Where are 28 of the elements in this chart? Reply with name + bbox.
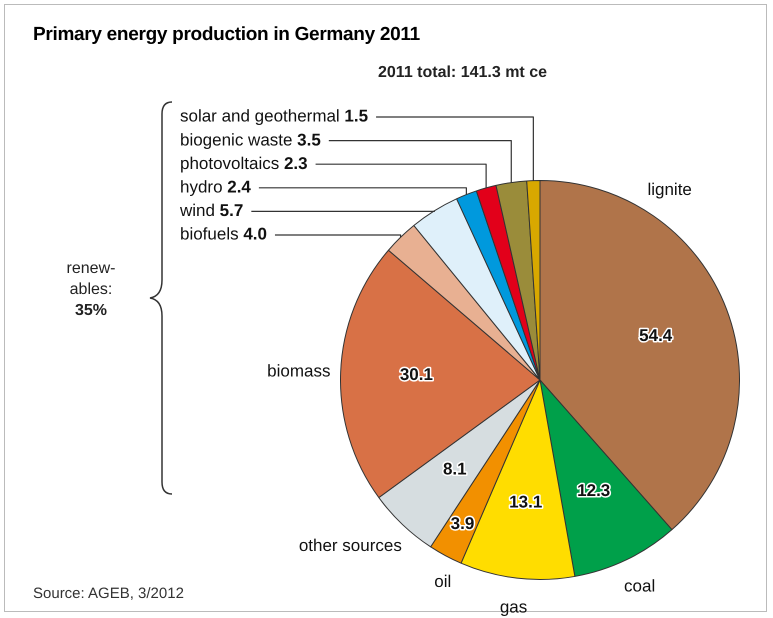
- data-label: 54.4: [639, 326, 673, 345]
- slice-label: biogenic waste: [180, 130, 298, 150]
- data-label: 5.7: [220, 201, 244, 220]
- text: 2011 total: 141.3 mt ce: [378, 64, 547, 82]
- slice-label: solar and geothermal: [180, 106, 344, 126]
- data-label: 12.3: [577, 481, 610, 500]
- data-label: 2.3: [284, 154, 308, 173]
- slice-label: oil: [434, 572, 452, 591]
- data-label: 2.4: [227, 177, 252, 196]
- data-label: 3.9: [450, 514, 474, 533]
- data-label: 8.1: [442, 459, 467, 478]
- chart-title: Primary energy production in Germany 2011: [33, 24, 420, 46]
- slice-label: wind: [179, 201, 220, 220]
- slice-label: photovoltaics: [180, 154, 284, 173]
- data-label: 3.5: [297, 130, 321, 150]
- slice-label: biomass: [267, 361, 330, 380]
- slice-label: biofuels: [180, 224, 244, 244]
- data-label: 1.5: [344, 106, 368, 126]
- data-label: 30.1: [400, 364, 433, 384]
- slice-label: coal: [624, 576, 656, 596]
- text: renew-ables: 35%: [66, 259, 116, 321]
- slice-label: hydro: [180, 177, 228, 196]
- slice-label: other sources: [298, 536, 402, 555]
- source-note: Source: AGEB, 3/2012: [33, 585, 184, 602]
- data-label: 13.1: [509, 492, 542, 512]
- slice-label: lignite: [647, 180, 692, 200]
- data-label: 4.0: [243, 224, 267, 244]
- slice-label: gas: [500, 598, 528, 617]
